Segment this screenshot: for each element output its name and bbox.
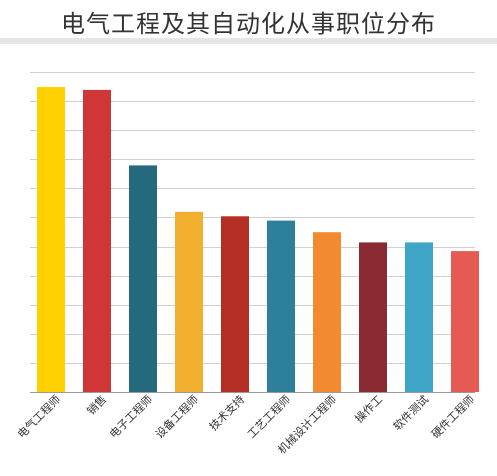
bar-2 [83,89,111,393]
bar-7 [313,232,341,392]
x-tick-label: 设备工程师 [152,392,201,441]
bar-1 [37,87,65,392]
bar-4 [175,211,203,392]
chart-title: 电气工程及其自动化从事职位分布 [61,10,436,38]
x-tick-label: 软件测试 [390,392,431,433]
bars [37,87,479,393]
bar-6 [267,220,295,392]
x-tick-label: 电子工程师 [107,393,155,441]
bar-9 [405,242,433,392]
x-tick-label: 技术支持 [206,392,247,433]
x-tick-label: 工艺工程师 [245,393,293,441]
bar-3 [129,165,157,392]
title-divider [0,38,497,44]
bar-10 [451,251,479,392]
x-tick-label: 硬件工程师 [429,393,477,441]
x-tick-label: 电气工程师 [14,392,63,441]
bar-5 [221,216,249,392]
x-tick-label: 操作工 [352,392,385,425]
x-tick-label: 销售 [84,392,109,417]
bar-8 [359,242,387,392]
